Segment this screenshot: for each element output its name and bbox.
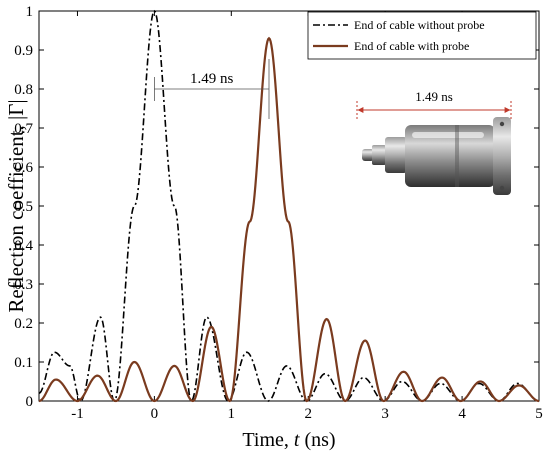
y-tick-label: 0.7 (14, 121, 33, 137)
delay-annotation: 1.49 ns (153, 59, 270, 119)
y-tick-label: 0.1 (14, 355, 33, 371)
probe-tip (362, 149, 374, 161)
photo-dimension-label: 1.49 ns (415, 89, 453, 104)
x-tick-label: 1 (228, 406, 236, 422)
probe-photo: 1.49 ns (356, 89, 512, 195)
probe-body-highlight (412, 132, 484, 138)
probe-flange-screw-top (499, 121, 505, 127)
probe-neck (372, 145, 386, 165)
x-tick-label: 3 (381, 406, 389, 422)
y-tick-label: 0.8 (14, 82, 33, 98)
x-axis-label-part1: Time, (242, 429, 294, 451)
x-axis-label: Time, t (ns) (242, 429, 335, 451)
axis-ticks: -1 0 1 2 3 4 5 0 0.1 0.2 0.3 0.4 0.5 0.6 0.7 0.8 0.9 1 (14, 4, 543, 422)
y-tick-label: 0.4 (14, 238, 33, 254)
probe-body-band (455, 125, 459, 187)
y-tick-label: 0.2 (14, 316, 33, 332)
legend-label-without-probe: End of cable without probe (354, 18, 485, 32)
x-tick-label: -1 (71, 406, 84, 422)
y-tick-label: 0.3 (14, 277, 33, 293)
series-line-without-probe (38, 9, 540, 403)
y-tick-label: 0.9 (14, 43, 33, 59)
probe-collar (385, 137, 407, 173)
delay-annotation-label: 1.49 ns (190, 71, 234, 87)
y-tick-label: 0 (26, 394, 34, 410)
x-tick-label: 4 (458, 406, 466, 422)
series-layer (38, 9, 540, 403)
legend: End of cable without probe End of cable … (307, 11, 537, 60)
x-axis-label-unit: (ns) (299, 429, 335, 451)
x-tick-label: 2 (304, 406, 312, 422)
probe-body (405, 125, 495, 187)
y-axis-label: Reflection coefficient, |Γ| (4, 99, 28, 312)
legend-box (307, 11, 537, 60)
probe-flange (493, 117, 511, 195)
x-tick-label: 0 (151, 406, 159, 422)
legend-label-with-probe: End of cable with probe (354, 39, 469, 53)
y-tick-label: 0.5 (14, 199, 33, 215)
y-tick-label: 0.6 (14, 160, 33, 176)
x-axis-label-var: t (294, 429, 300, 451)
y-tick-label: 1 (26, 4, 34, 20)
plot-frame (38, 10, 540, 402)
series-line-with-probe (38, 36, 540, 403)
probe-flange-screw-bottom (499, 185, 505, 191)
x-tick-label: 5 (535, 406, 543, 422)
